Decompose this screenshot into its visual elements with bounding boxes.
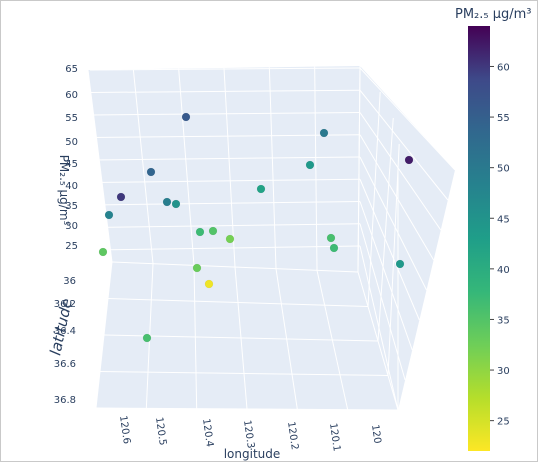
- colorbar[interactable]: [468, 26, 490, 451]
- floor: [96, 262, 398, 410]
- gridline: [87, 69, 113, 263]
- y-tick-label: 36.6: [54, 359, 76, 370]
- colorbar-tick-label: 60: [497, 62, 510, 73]
- gridline: [92, 178, 361, 183]
- data-marker[interactable]: [395, 259, 405, 269]
- gridline: [93, 245, 361, 251]
- data-marker[interactable]: [171, 199, 181, 209]
- gridline: [359, 179, 420, 321]
- colorbar-ticks: 60 55 50 45 40 35 30 25: [490, 62, 510, 428]
- x-tick-label: 120.4: [200, 418, 215, 448]
- z-tick-label: 60: [65, 90, 78, 101]
- z-tick-label: 25: [65, 241, 78, 252]
- colorbar-tick-label: 50: [497, 164, 510, 175]
- z-tick-label: 50: [65, 137, 78, 148]
- axis-ticks: 25 30 35 40 45 50 55 60 65 36 36.2 36.4 36.6 36.8 120.…: [54, 64, 383, 452]
- colorbar-title: PM₂.₅ μg/m³: [455, 7, 532, 22]
- gridline: [359, 67, 456, 171]
- gridline: [92, 201, 361, 206]
- gridline: [314, 66, 318, 271]
- z-axis-title: PM₂.₅ μg/m³: [57, 155, 71, 226]
- data-marker[interactable]: [319, 128, 329, 138]
- gridline: [387, 143, 400, 376]
- gridline: [111, 261, 359, 273]
- colorbar-tick-label: 45: [497, 214, 510, 225]
- colorbar-tick-label: 35: [497, 315, 510, 326]
- data-markers: [98, 112, 414, 343]
- z-tick-label: 35: [65, 201, 78, 212]
- y-tick-label: 36.2: [54, 299, 76, 310]
- data-marker[interactable]: [204, 279, 214, 289]
- data-marker[interactable]: [256, 184, 266, 194]
- x-tick-label: 120.2: [285, 421, 300, 451]
- data-marker[interactable]: [208, 226, 218, 236]
- data-marker[interactable]: [142, 333, 152, 343]
- x-tick-label: 120.6: [117, 415, 132, 445]
- z-tick-label: 55: [65, 113, 78, 124]
- y-tick-label: 36.4: [54, 326, 76, 337]
- y-tick-label: 36: [63, 276, 76, 287]
- data-marker[interactable]: [225, 234, 235, 244]
- scene-grid: [87, 65, 456, 411]
- x-tick-label: 120: [369, 424, 383, 444]
- back-wall: [88, 66, 360, 272]
- data-marker[interactable]: [116, 192, 126, 202]
- data-marker[interactable]: [326, 233, 336, 243]
- z-tick-label: 40: [65, 181, 78, 192]
- y-tick-label: 36.8: [54, 395, 76, 406]
- gridline: [93, 223, 361, 228]
- data-marker[interactable]: [98, 247, 108, 257]
- x-tick-label: 120.3: [241, 419, 256, 449]
- colorbar-tick-label: 40: [497, 265, 510, 276]
- gridline: [178, 68, 195, 266]
- x-axis-title: longitude: [224, 447, 281, 461]
- gridline: [359, 112, 442, 231]
- data-marker[interactable]: [181, 112, 191, 122]
- z-tick-label: 30: [65, 221, 78, 232]
- gridline: [357, 65, 361, 273]
- colorbar-tick-label: 30: [497, 366, 510, 377]
- gridline: [99, 371, 389, 376]
- gridline: [132, 69, 154, 264]
- right-wall: [358, 66, 455, 410]
- gridline: [377, 117, 394, 342]
- data-marker[interactable]: [162, 197, 172, 207]
- data-marker[interactable]: [104, 210, 114, 220]
- data-marker[interactable]: [305, 160, 315, 170]
- data-marker[interactable]: [404, 155, 414, 165]
- z-tick-label: 45: [65, 159, 78, 170]
- gridline: [359, 89, 449, 201]
- colorbar-tick-label: 25: [497, 417, 510, 428]
- gridline: [223, 67, 236, 268]
- data-marker[interactable]: [146, 167, 156, 177]
- data-marker[interactable]: [195, 227, 205, 237]
- gridline: [268, 67, 277, 269]
- colorbar-tick-label: 55: [497, 113, 510, 124]
- x-tick-label: 120.1: [327, 422, 342, 452]
- gridline: [107, 298, 369, 307]
- z-tick-label: 65: [65, 64, 78, 75]
- gridline: [367, 91, 381, 307]
- gridline: [359, 201, 413, 351]
- data-marker[interactable]: [192, 263, 202, 273]
- gridline: [359, 156, 427, 291]
- scene-panes: [88, 66, 455, 410]
- x-tick-label: 120.5: [153, 416, 168, 446]
- data-marker[interactable]: [329, 243, 339, 253]
- gridline: [95, 407, 399, 411]
